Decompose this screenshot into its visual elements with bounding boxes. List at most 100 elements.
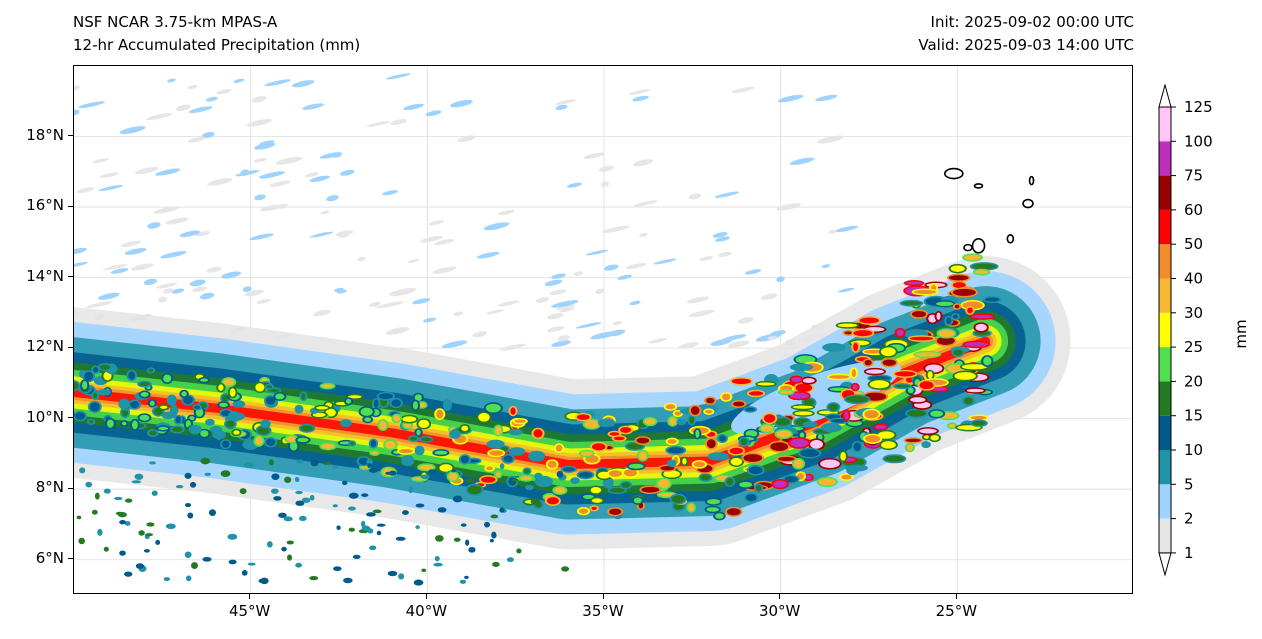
precip-streak xyxy=(156,282,178,289)
convective-cell xyxy=(591,498,603,503)
convective-cell xyxy=(348,395,362,399)
convective-cell xyxy=(584,420,599,429)
convective-cell xyxy=(799,432,805,438)
lon-tick-label: 25°W xyxy=(935,602,978,620)
precip-streak xyxy=(776,203,802,211)
precip-streak xyxy=(817,135,844,144)
precip-cell xyxy=(241,570,248,576)
convective-cell xyxy=(436,409,444,419)
convective-cell xyxy=(936,312,941,320)
precip-cell xyxy=(200,457,211,465)
precip-streak xyxy=(195,231,211,237)
precip-cell xyxy=(273,496,282,501)
precip-streak xyxy=(633,159,653,167)
precip-cell xyxy=(260,577,269,585)
convective-cell xyxy=(533,429,543,438)
convective-cell xyxy=(223,378,235,386)
convective-cell xyxy=(745,494,757,502)
precip-streak xyxy=(233,78,245,83)
convective-cell xyxy=(663,470,680,478)
precip-cell xyxy=(125,498,133,503)
precip-streak xyxy=(242,286,252,292)
convective-cell xyxy=(852,384,858,390)
convective-cell xyxy=(971,420,986,426)
precip-cell xyxy=(336,525,341,531)
convective-cell xyxy=(120,400,128,408)
precip-cell xyxy=(155,539,161,546)
precip-cell xyxy=(144,533,154,537)
convective-cell xyxy=(665,404,676,410)
colorbar-swatch xyxy=(1159,244,1171,279)
convective-cell xyxy=(869,380,890,389)
convective-cell xyxy=(478,412,490,422)
colorbar-label: 1 xyxy=(1184,544,1194,562)
convective-cell xyxy=(609,432,620,436)
precip-streak xyxy=(187,136,206,143)
precip-cell xyxy=(428,469,436,474)
convective-cell xyxy=(853,442,861,451)
lon-tick-mark xyxy=(425,594,427,599)
precip-cell xyxy=(367,528,374,534)
lat-tick-mark xyxy=(68,135,73,137)
lat-tick-mark xyxy=(68,487,73,489)
precip-streak xyxy=(143,278,158,286)
precip-cell xyxy=(97,528,103,536)
precip-cell xyxy=(366,512,376,517)
convective-cell xyxy=(805,475,812,480)
convective-cell xyxy=(398,449,413,454)
convective-cell xyxy=(121,421,127,426)
lon-tick-label: 30°W xyxy=(758,602,801,620)
convective-cell xyxy=(966,388,984,393)
precip-cell xyxy=(361,520,366,528)
convective-cell xyxy=(578,508,589,514)
convective-cell xyxy=(183,395,194,405)
convective-cell xyxy=(503,455,513,463)
precip-streak xyxy=(821,264,831,269)
precip-streak xyxy=(326,195,339,202)
lat-tick-mark xyxy=(68,417,73,419)
colorbar-label: 60 xyxy=(1184,201,1203,219)
convective-cell xyxy=(923,442,929,447)
precip-streak xyxy=(246,119,273,127)
convective-cell xyxy=(882,359,897,366)
lat-tick-label: 14°N xyxy=(26,266,64,285)
precip-streak xyxy=(160,251,187,259)
precip-cell xyxy=(437,507,447,513)
precip-cell xyxy=(372,509,382,514)
precip-cell xyxy=(185,575,192,582)
precip-cell xyxy=(341,480,348,486)
precip-streak xyxy=(336,289,348,294)
convective-cell xyxy=(660,465,675,471)
precip-streak xyxy=(717,251,732,257)
precip-cell xyxy=(398,573,405,580)
precip-streak xyxy=(535,297,550,303)
precip-cell xyxy=(465,539,470,546)
precip-cell xyxy=(103,488,111,494)
convective-cell xyxy=(911,310,927,318)
convective-cell xyxy=(689,416,695,424)
convective-cell xyxy=(99,364,110,370)
precip-streak xyxy=(254,194,266,201)
convective-cell xyxy=(481,476,496,483)
precip-streak xyxy=(165,217,189,225)
convective-cell xyxy=(495,472,501,477)
precip-cell xyxy=(376,530,382,536)
convective-cell xyxy=(795,355,816,364)
convective-cell xyxy=(853,330,873,337)
convective-cell xyxy=(106,419,114,428)
convective-cell xyxy=(913,290,937,295)
precip-streak xyxy=(628,89,651,95)
precip-streak xyxy=(309,175,330,182)
convective-cell xyxy=(140,392,149,397)
precip-cell xyxy=(227,533,238,540)
precip-streak xyxy=(320,210,330,215)
precip-cell xyxy=(309,576,319,581)
precip-cell xyxy=(202,556,212,562)
convective-cell xyxy=(495,426,502,436)
convective-cell xyxy=(803,398,815,406)
precip-cell xyxy=(270,488,279,494)
precip-cell xyxy=(499,507,505,513)
convective-cell xyxy=(229,388,236,397)
precip-cell xyxy=(271,473,280,480)
convective-cell xyxy=(623,469,638,477)
